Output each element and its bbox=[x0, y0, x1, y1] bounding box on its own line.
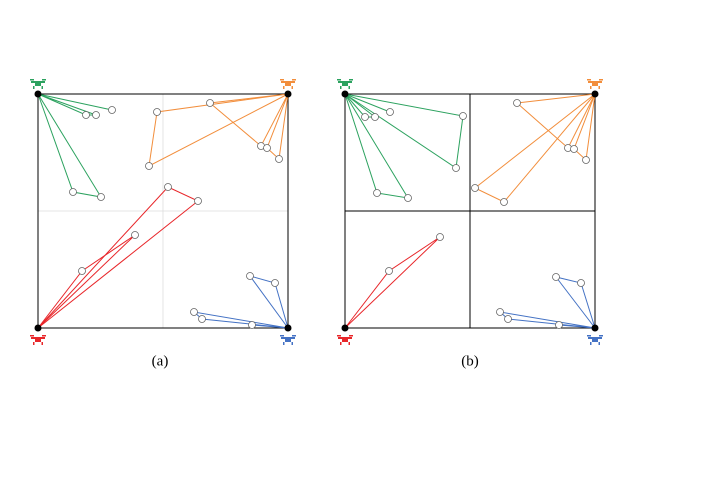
depots bbox=[34, 90, 292, 332]
caption: (b) bbox=[461, 353, 479, 369]
task-nodes bbox=[69, 99, 283, 329]
task-nodes bbox=[361, 99, 590, 329]
panel-b: (b) bbox=[337, 79, 603, 369]
depots bbox=[341, 90, 599, 332]
caption: (a) bbox=[152, 353, 169, 369]
area-border bbox=[37, 93, 289, 329]
panel-a: (a) bbox=[30, 79, 296, 369]
